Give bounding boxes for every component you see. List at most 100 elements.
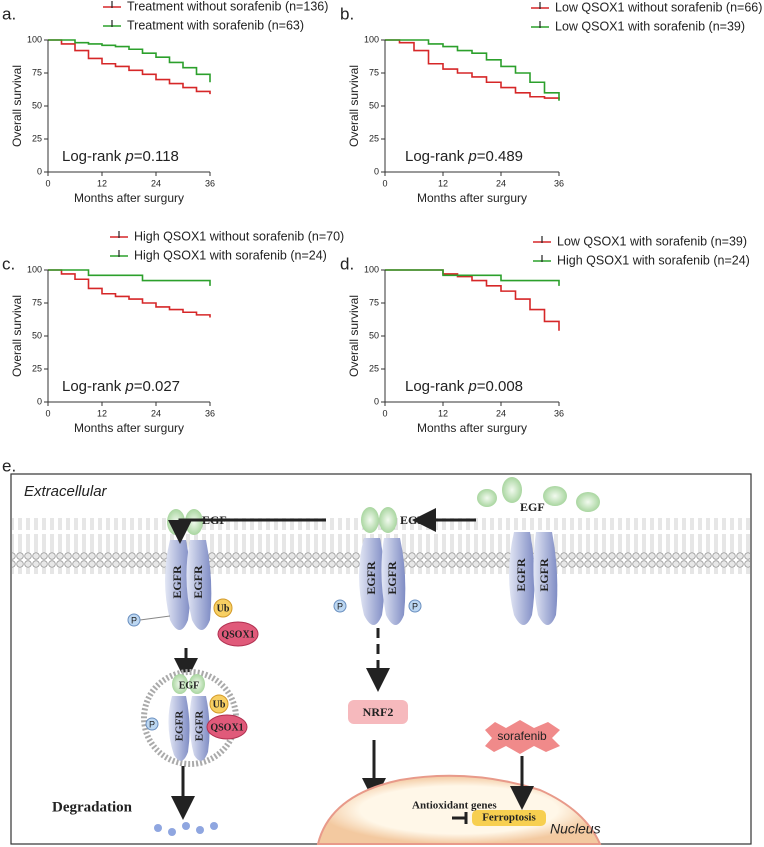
x-axis-label: Months after surgury xyxy=(417,421,527,435)
sorafenib-label: sorafenib xyxy=(497,729,547,743)
survival-curve xyxy=(385,39,560,101)
x-tick-label: 36 xyxy=(554,408,564,418)
y-tick-label: 50 xyxy=(369,330,379,340)
egf-label: EGF xyxy=(179,680,200,691)
y-tick-label: 75 xyxy=(369,297,379,307)
x-axis-label: Months after surgury xyxy=(74,191,184,205)
annotation: Log-rank p=0.489 xyxy=(405,148,523,165)
egf-label: EGF xyxy=(520,500,545,514)
survival-curve xyxy=(48,269,211,318)
annotation-part: =0.489 xyxy=(477,148,523,165)
y-tick-label: 75 xyxy=(369,67,379,77)
p-label: P xyxy=(131,615,137,625)
x-tick-label: 36 xyxy=(554,178,564,188)
ub-label: Ub xyxy=(217,603,230,614)
egfr-label: EGFR xyxy=(385,561,399,595)
annotation-part: p xyxy=(124,378,133,395)
panel-label: c. xyxy=(2,254,15,273)
y-tick-label: 50 xyxy=(32,330,42,340)
annotation: Log-rank p=0.118 xyxy=(62,148,179,165)
y-tick-label: 25 xyxy=(32,133,42,143)
annotation: Log-rank p=0.027 xyxy=(62,378,180,395)
p-label: P xyxy=(337,601,343,611)
y-tick-label: 75 xyxy=(32,67,42,77)
survival-curve xyxy=(48,39,211,83)
p-label: P xyxy=(412,601,418,611)
y-tick-label: 75 xyxy=(32,297,42,307)
y-axis-label: Overall survival xyxy=(347,65,361,147)
chart: High QSOX1 without sorafenib (n=70) High … xyxy=(2,229,344,435)
y-axis-label: Overall survival xyxy=(347,295,361,377)
chart: Treatment without sorafenib (n=136) Treat… xyxy=(2,0,328,205)
nrf2-label: NRF2 xyxy=(363,705,394,719)
legend-label: High QSOX1 with sorafenib (n=24) xyxy=(557,253,750,267)
egf-label: EGF xyxy=(400,513,425,527)
x-tick-label: 12 xyxy=(438,408,448,418)
panel-label: d. xyxy=(340,254,354,273)
ferroptosis-label: Ferroptosis xyxy=(482,812,536,824)
y-tick-label: 0 xyxy=(374,396,379,406)
x-tick-label: 24 xyxy=(151,178,161,188)
x-tick-label: 36 xyxy=(205,408,215,418)
y-tick-label: 25 xyxy=(32,363,42,373)
y-tick-label: 100 xyxy=(364,34,379,44)
x-axis-label: Months after surgury xyxy=(74,421,184,435)
y-axis-label: Overall survival xyxy=(10,295,24,377)
annotation-part: p xyxy=(467,148,476,165)
degradation-label: Degradation xyxy=(52,799,133,815)
x-tick-label: 12 xyxy=(438,178,448,188)
egfr-label: EGFR xyxy=(514,558,528,592)
legend-label: Low QSOX1 with sorafenib (n=39) xyxy=(555,19,745,33)
y-tick-label: 100 xyxy=(27,264,42,274)
qsox1-label: QSOX1 xyxy=(210,722,243,733)
annotation-part: =0.027 xyxy=(134,378,180,395)
qsox1-label: QSOX1 xyxy=(221,629,254,640)
annotation: Log-rank p=0.008 xyxy=(405,378,523,395)
annotation-part: Log-rank xyxy=(62,378,125,395)
egf-shape xyxy=(185,509,203,535)
annotation-part: p xyxy=(467,378,476,395)
x-axis-label: Months after surgury xyxy=(417,191,527,205)
y-tick-label: 50 xyxy=(369,100,379,110)
antioxidant-label: Antioxidant genes xyxy=(412,800,497,812)
x-tick-label: 24 xyxy=(151,408,161,418)
x-tick-label: 24 xyxy=(496,408,506,418)
survival-curve xyxy=(385,39,560,100)
panel-label: e. xyxy=(2,456,16,475)
legend-label: High QSOX1 without sorafenib (n=70) xyxy=(134,229,344,243)
x-tick-label: 0 xyxy=(382,178,387,188)
y-tick-label: 50 xyxy=(32,100,42,110)
egfr-label: EGFR xyxy=(194,710,206,742)
egfr-label: EGFR xyxy=(170,565,184,599)
survival-curve xyxy=(385,269,560,286)
chart: Low QSOX1 without sorafenib (n=66) Low QS… xyxy=(340,0,762,205)
y-tick-label: 0 xyxy=(37,166,42,176)
ub-label: Ub xyxy=(213,699,226,710)
y-tick-label: 0 xyxy=(374,166,379,176)
x-tick-label: 0 xyxy=(382,408,387,418)
egfr-label: EGFR xyxy=(364,561,378,595)
receptor xyxy=(165,540,191,630)
legend-label: Treatment without sorafenib (n=136) xyxy=(127,0,328,13)
y-tick-label: 100 xyxy=(27,34,42,44)
egf-shape xyxy=(167,509,185,535)
x-tick-label: 12 xyxy=(97,178,107,188)
y-axis-label: Overall survival xyxy=(10,65,24,147)
sorafenib-shape xyxy=(485,720,560,754)
annotation-part: Log-rank xyxy=(405,148,468,165)
p-label: P xyxy=(149,719,155,729)
y-tick-label: 0 xyxy=(37,396,42,406)
diagram: e. Extracellular EGF EGFR EGFR P Ub QSOX… xyxy=(2,456,752,845)
legend-label: Low QSOX1 with sorafenib (n=39) xyxy=(557,234,747,248)
x-tick-label: 36 xyxy=(205,178,215,188)
receptor xyxy=(186,540,212,630)
survival-curve xyxy=(385,269,560,331)
annotation-part: =0.008 xyxy=(477,378,523,395)
nucleus-label: Nucleus xyxy=(550,821,601,837)
survival-curve xyxy=(48,269,211,286)
egfr-label: EGFR xyxy=(537,558,551,592)
y-tick-label: 100 xyxy=(364,264,379,274)
annotation-part: Log-rank xyxy=(62,148,125,165)
panel-label: b. xyxy=(340,4,354,23)
